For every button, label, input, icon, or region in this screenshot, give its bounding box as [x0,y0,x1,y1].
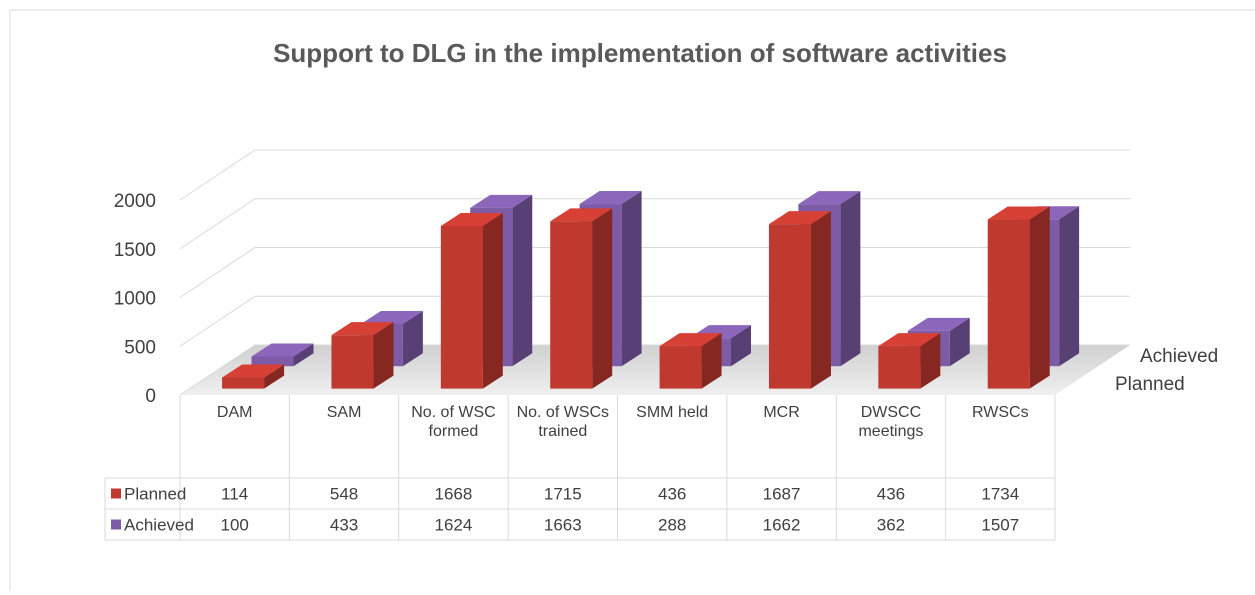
y-tick-label: 2000 [114,191,156,212]
table-value: 1687 [763,485,801,504]
bar-front [768,224,811,389]
table-value: 548 [330,485,358,504]
bar-top [878,333,941,347]
series-axis-label: Planned [1115,374,1185,395]
table-value: 1663 [544,516,582,535]
bar [768,211,831,389]
legend-key [111,488,121,499]
bar [331,322,394,389]
y-tick-label: 1000 [114,289,156,310]
bar-side [512,194,533,367]
bar-side [482,212,503,389]
x-category-cell: MCR [763,404,800,421]
table-value: 1624 [435,516,473,535]
y-tick-label: 500 [124,337,156,358]
bar-side [402,310,423,367]
table-value: 1668 [435,485,473,504]
floor [180,345,1130,395]
bar-side [293,343,314,367]
x-category-cell: SMM held [636,404,709,421]
x-category-cell: SAM [326,404,362,421]
x-category-cell: No. of WSCs trained [516,404,610,440]
x-tick-label: SMM held [636,404,709,421]
table-value: 436 [877,485,905,504]
bar-side [621,191,642,367]
bar [659,333,722,389]
bar-side [730,325,751,367]
bar [251,343,314,367]
x-category-cell: RWSCs [972,404,1029,421]
x-tick-label: DWSCC meetings [858,404,924,440]
grid-line [179,198,1130,250]
grid-line [179,295,1130,347]
bar-side [264,364,285,389]
x-tick-label: SAM [326,404,362,421]
table-value: 1662 [763,516,801,535]
y-tick-label: 1500 [114,240,156,261]
table-value: 436 [658,485,686,504]
bar-side [373,322,394,389]
bar [550,208,613,389]
table-value: 288 [658,516,686,535]
y-tick-label: 0 [145,386,156,407]
bar-top [550,208,613,222]
bar-top [251,343,314,357]
table-value: 1734 [981,485,1019,504]
bar-front [987,219,1030,389]
chart-title: Support to DLG in the implementation of … [273,38,1007,68]
x-tick-label: No. of WSCs trained [516,404,610,440]
x-category-cell: No. of WSC formed [411,404,496,440]
series-axis-label: Achieved [1140,346,1218,367]
table-value: 114 [221,485,248,504]
bar [440,212,503,389]
table-value: 433 [330,516,358,535]
bar-top [360,310,423,324]
x-tick-label: MCR [763,404,800,421]
legend-label: Achieved [124,516,194,535]
grid-line [179,247,1130,298]
bar-side [810,211,831,389]
bar-top [907,317,970,331]
x-tick-label: No. of WSC formed [411,404,496,440]
bar-front [222,377,265,389]
legend-label: Planned [124,485,186,504]
bar-front [440,225,483,389]
bar-top [798,191,861,205]
bar-top [579,191,642,205]
x-category-cell: DAM [216,404,253,421]
bar-front [251,356,294,367]
bar-top [659,333,722,347]
bar-side [701,333,722,389]
x-category-cell: DWSCC meetings [858,404,924,440]
bar-top [331,322,394,336]
bar-side [920,333,941,389]
bar-top [987,206,1050,220]
bar-side [1059,206,1080,367]
bar [987,206,1050,389]
bar-side [1029,206,1050,389]
bar-top [440,212,503,226]
bar-side [592,208,613,389]
bar-front [331,335,374,389]
bar [878,333,941,389]
grid-line [179,149,1130,201]
bar-top [222,364,285,378]
table-value: 1715 [544,485,582,504]
bar-side [949,317,970,367]
legend-key [111,519,121,530]
table-value: 1507 [981,516,1019,535]
bar-front [659,346,702,389]
bar-front [550,221,593,389]
x-tick-label: DAM [216,404,253,421]
bar-top [470,194,533,208]
bar-front [878,346,921,389]
x-tick-label: RWSCs [972,404,1029,421]
bar [222,364,285,389]
bar-top [768,211,831,225]
table-value: 362 [877,516,905,535]
table-value: 100 [221,516,249,535]
bar-side [840,191,861,367]
